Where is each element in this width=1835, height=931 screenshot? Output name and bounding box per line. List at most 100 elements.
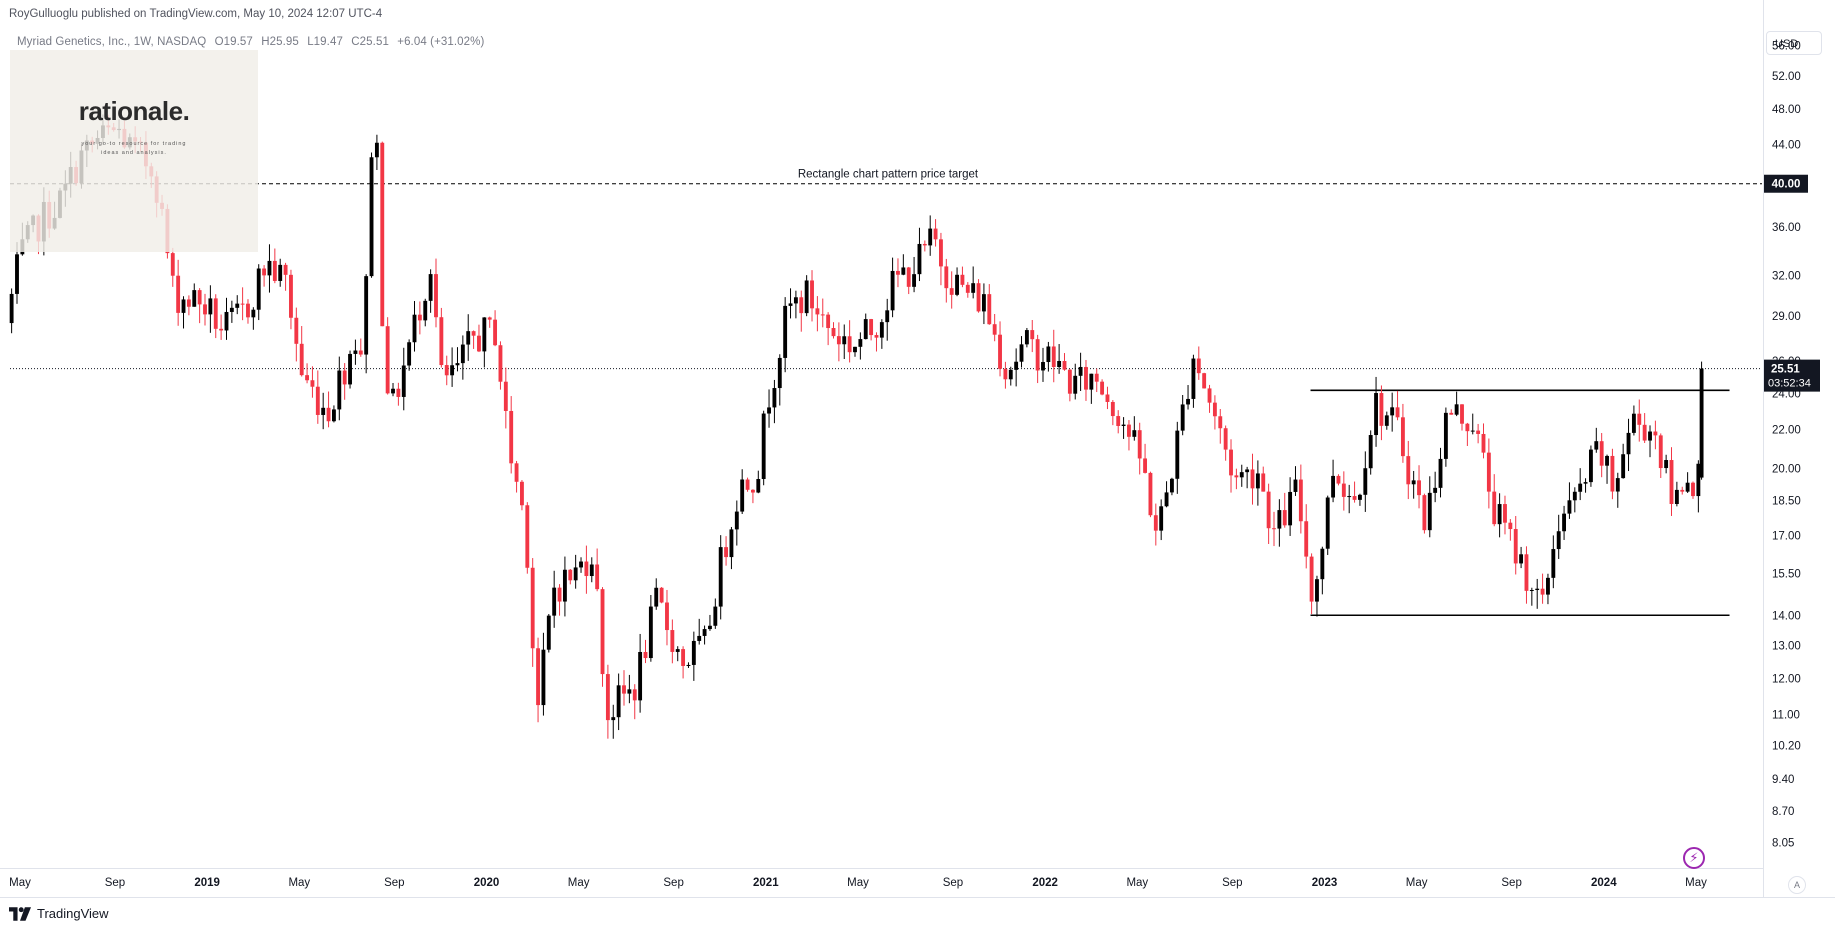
candle-body: [246, 303, 250, 318]
symbol-name[interactable]: Myriad Genetics, Inc., 1W, NASDAQ: [17, 36, 207, 48]
last-candle-body: [1699, 368, 1704, 478]
candle-body: [1180, 404, 1185, 431]
candle-body: [1320, 548, 1325, 580]
candle-body: [1433, 487, 1438, 493]
candle-body: [1406, 456, 1411, 485]
candle-body: [1127, 424, 1131, 437]
candle-body: [1648, 431, 1652, 441]
y-tick-label: 24.00: [1772, 389, 1801, 401]
candle-body: [1395, 407, 1400, 418]
candle-body: [777, 357, 782, 389]
candle-body: [1148, 472, 1153, 516]
lightning-icon[interactable]: ⚡: [1683, 847, 1705, 869]
candle-body: [1540, 588, 1545, 595]
candle-body: [729, 529, 734, 558]
candle-body: [912, 274, 917, 287]
auto-scale-button[interactable]: A: [1788, 876, 1806, 894]
candle-body: [1503, 504, 1507, 523]
candle-body: [1132, 430, 1137, 437]
candle-body: [981, 294, 986, 312]
y-tick-label: 52.00: [1772, 71, 1801, 83]
candle-body: [1374, 393, 1378, 436]
candle-body: [364, 276, 369, 355]
candle-body: [1390, 407, 1395, 416]
price-target-tag-label: 40.00: [1772, 179, 1801, 191]
candle-body: [745, 479, 750, 490]
candle-body: [1680, 489, 1685, 492]
candle-body: [965, 284, 970, 293]
candle-body: [1535, 588, 1540, 591]
candle-body: [460, 344, 465, 364]
candle-body: [568, 569, 573, 581]
candle-body: [434, 274, 438, 318]
candle-body: [670, 630, 675, 652]
candle-body: [439, 317, 444, 366]
candle-body: [267, 260, 272, 276]
candle-body: [713, 606, 718, 626]
candle-body: [1599, 441, 1604, 466]
candle-body: [1653, 431, 1658, 436]
candle-body: [310, 380, 315, 387]
candle-body: [1084, 366, 1088, 390]
candle-body: [1143, 458, 1148, 473]
candle-body: [170, 253, 175, 276]
candle-body: [219, 328, 224, 331]
candle-body: [879, 322, 884, 338]
candle-body: [740, 479, 745, 512]
candle-body: [836, 336, 841, 345]
y-tick-label: 29.00: [1772, 311, 1801, 323]
candle-body: [369, 157, 374, 277]
candle-body: [1024, 330, 1029, 345]
candle-body: [256, 268, 261, 310]
candle-body: [213, 298, 218, 329]
candle-body: [498, 345, 503, 382]
candle-body: [627, 689, 632, 694]
candle-body: [1615, 478, 1620, 492]
x-tick-label: May: [1685, 877, 1707, 889]
candle-body: [922, 243, 927, 246]
watermark-tagline: your go-to resource for trading ideas an…: [81, 141, 187, 156]
x-tick-label: May: [288, 877, 310, 889]
candle-body: [1094, 373, 1099, 382]
candle-body: [525, 505, 530, 568]
candle-body: [611, 717, 616, 721]
tradingview-logo[interactable]: TradingView: [9, 906, 109, 921]
candle-body: [272, 260, 277, 281]
candle-body: [1400, 417, 1405, 457]
candle-body: [1250, 469, 1255, 489]
candle-body: [224, 311, 229, 331]
candle-body: [289, 274, 293, 318]
x-tick-label: Sep: [105, 877, 125, 889]
candle-body: [1481, 433, 1486, 453]
candle-body: [1529, 590, 1534, 592]
candle-body: [842, 336, 847, 345]
candle-body: [917, 243, 922, 275]
candle-body: [960, 274, 965, 285]
candle-body: [853, 346, 857, 353]
candle-body: [380, 142, 385, 327]
candle-body: [616, 685, 621, 718]
candle-body: [1067, 369, 1072, 394]
x-tick-label: 2020: [474, 877, 500, 889]
candle-body: [401, 365, 406, 397]
candle-body: [530, 567, 535, 649]
candle-body: [708, 625, 712, 630]
candle-body: [374, 142, 379, 158]
candle-body: [1315, 579, 1319, 602]
currency-button[interactable]: USD: [1766, 31, 1822, 55]
candle-body: [1379, 393, 1384, 426]
candle-body: [1674, 489, 1679, 504]
candle-body: [820, 314, 825, 316]
candle-body: [810, 280, 814, 309]
candle-body: [1164, 492, 1169, 507]
candle-body: [514, 463, 519, 482]
footer-border: [0, 897, 1835, 898]
candle-body: [1465, 423, 1470, 432]
candle-body: [761, 413, 766, 480]
candle-body: [342, 370, 347, 385]
candle-body: [326, 407, 331, 422]
candle-body: [702, 629, 707, 636]
candle-body: [1567, 500, 1572, 514]
candle-body: [321, 407, 326, 415]
